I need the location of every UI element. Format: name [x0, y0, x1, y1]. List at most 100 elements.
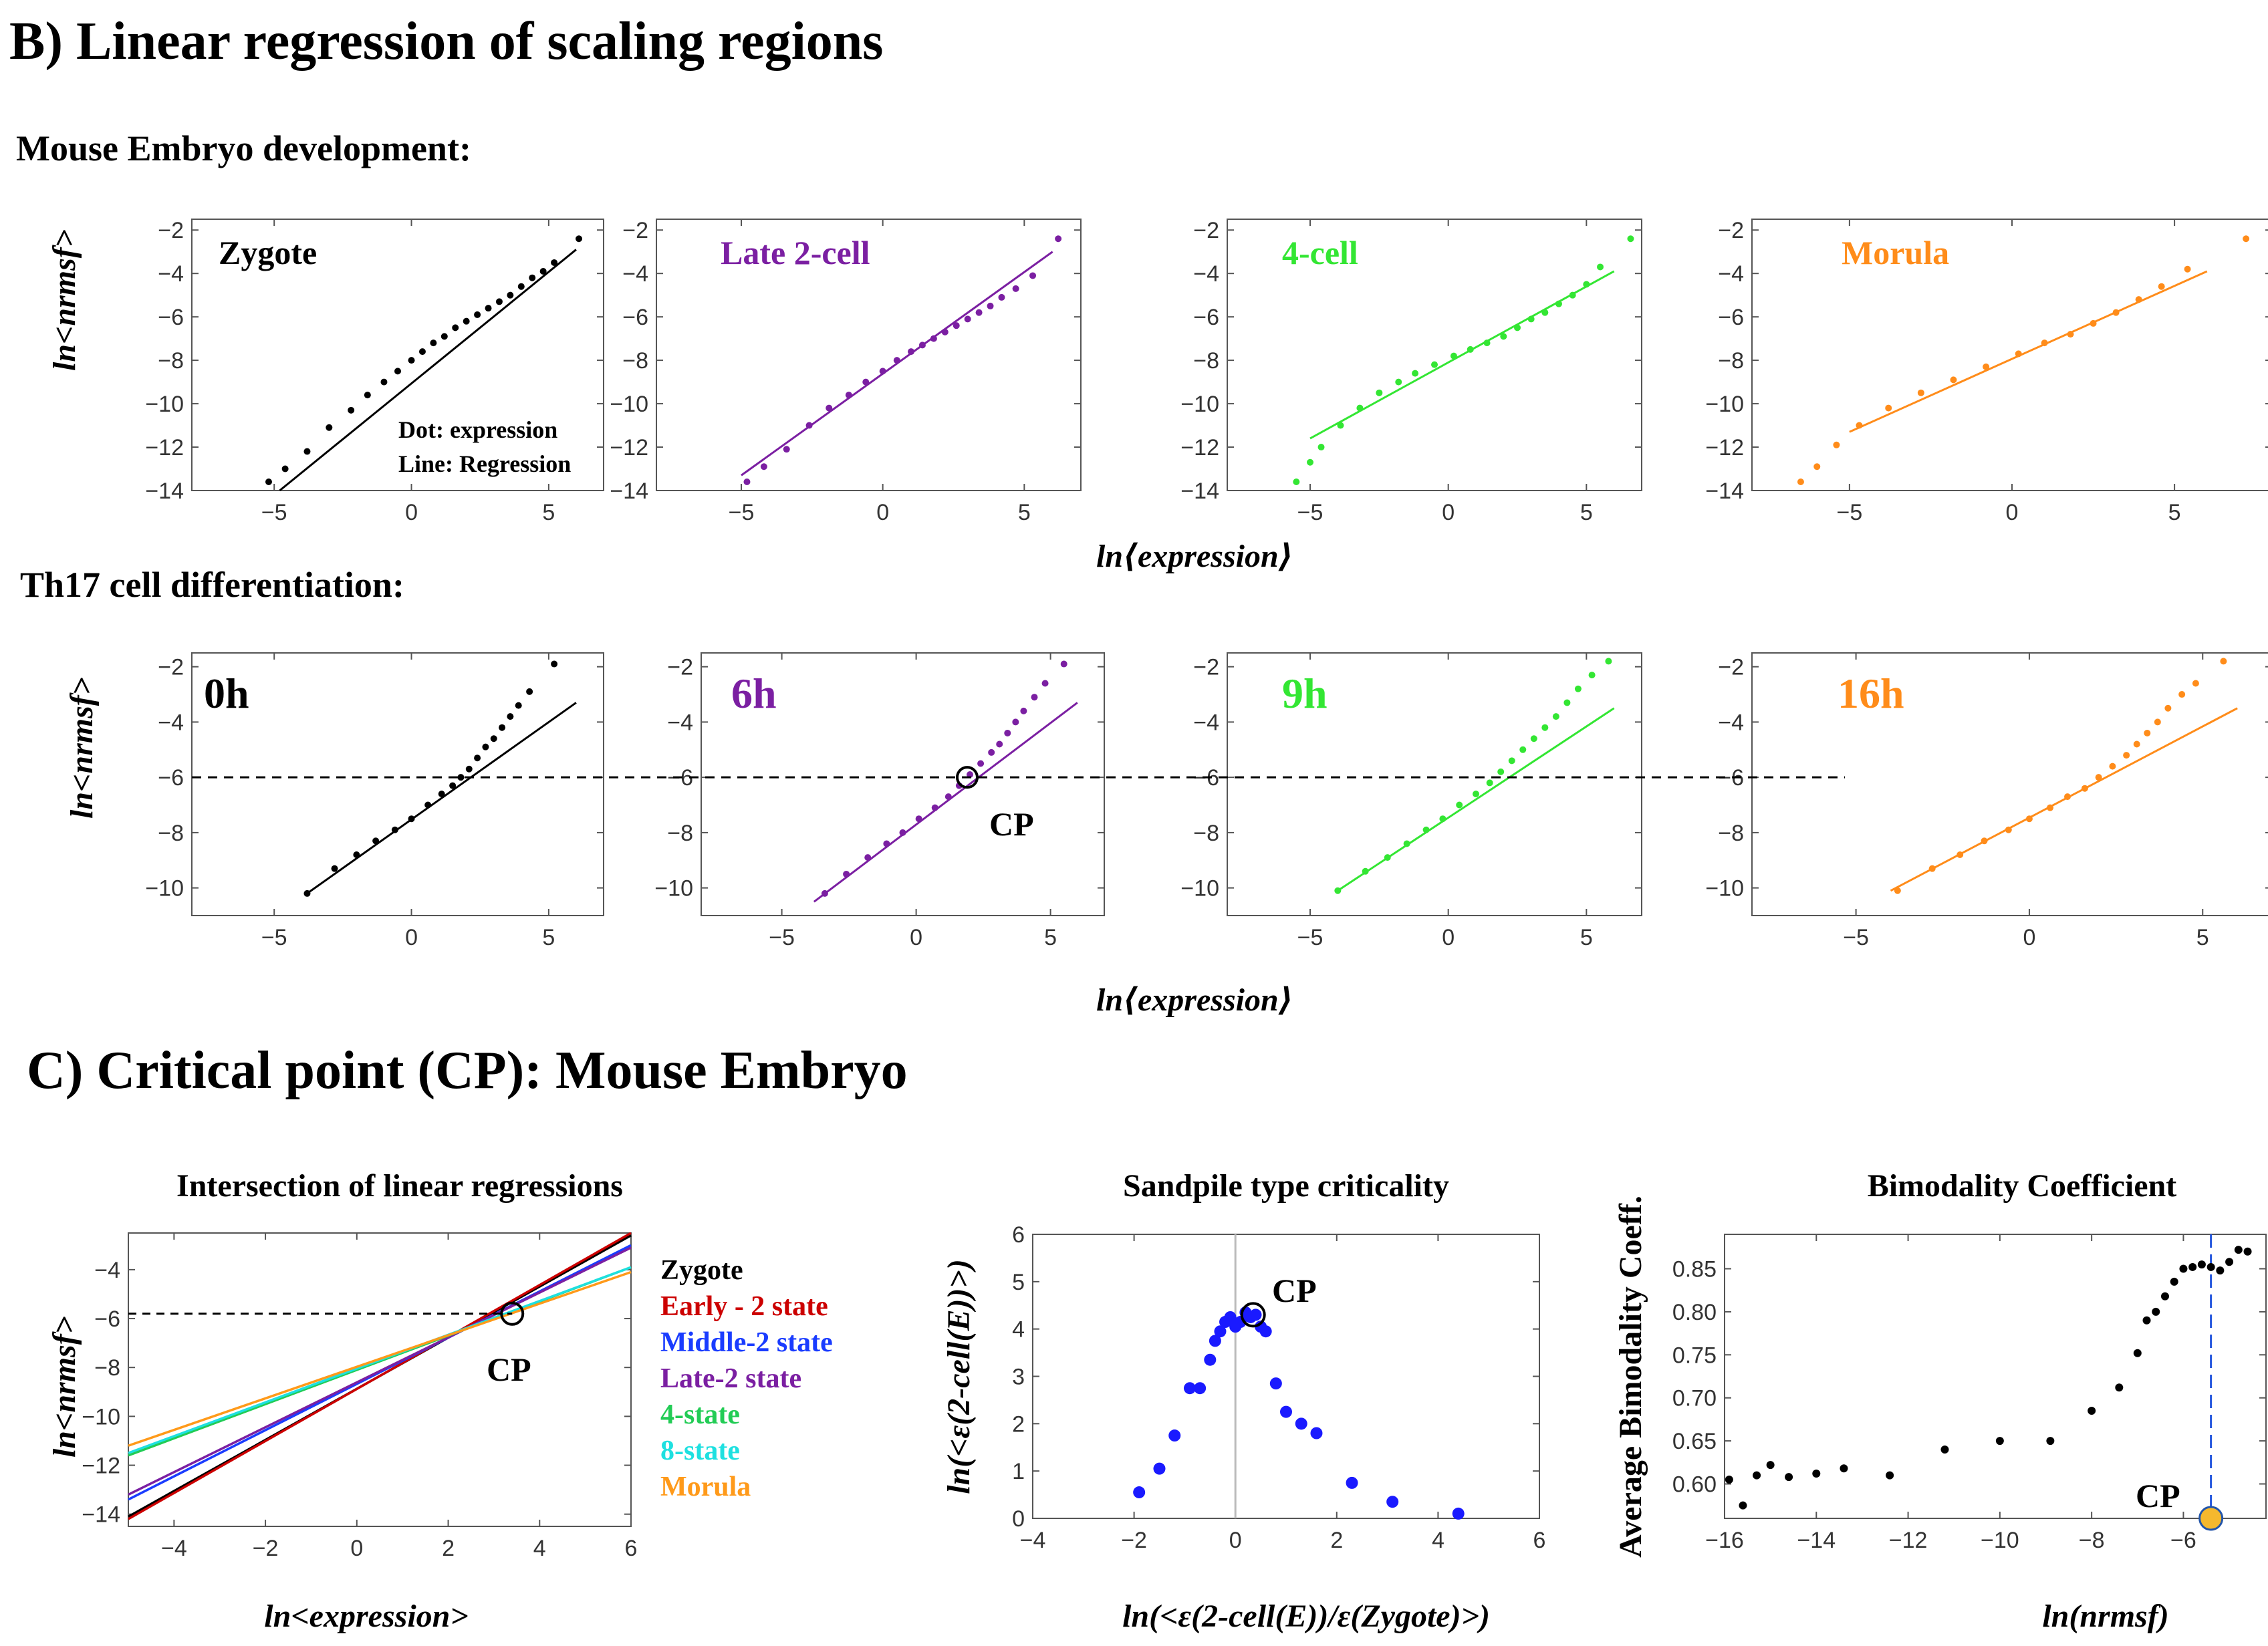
th17-0h-point: [515, 702, 522, 709]
th17-9h-point: [1362, 867, 1369, 875]
th17-0h-point: [551, 660, 558, 668]
mouse-zygote-point: [394, 368, 401, 375]
mouse-4cell-point: [1431, 361, 1438, 368]
mouse-late2-ytick-label: −2: [622, 218, 648, 243]
th17-16h-regression-line: [1890, 707, 2238, 892]
panel-bimodality: −16 −14 −12 −10 −8 −6 0.60 0.65 0.70 0.75 0.80 0.85…: [1613, 1168, 2267, 1634]
th17-0h-frame: [191, 652, 604, 916]
mouse-4cell-frame: [1227, 219, 1642, 491]
sandpile-point: [1194, 1382, 1207, 1395]
bimodality-point: [1995, 1437, 2004, 1446]
cp-marker-th17: [955, 766, 979, 789]
sandpile-point: [1209, 1335, 1221, 1347]
bimodality-ytick-label: 0.75: [1672, 1343, 1717, 1368]
sandpile-point: [1153, 1462, 1166, 1475]
mouse-morula-point: [2184, 265, 2191, 273]
mouse-late2-title: Late 2-cell: [721, 234, 870, 271]
mouse-zygote-regression-line: [279, 249, 577, 492]
mouse-zygote-point: [440, 333, 448, 340]
th17-9h-point: [1508, 757, 1515, 765]
mouse-morula-ytick-label: −8: [1718, 348, 1744, 374]
mouse-zygote-point: [265, 478, 272, 486]
mouse-zygote-point: [495, 298, 503, 305]
th17-9h-regression-line: [1337, 707, 1615, 892]
mouse-late2-point: [893, 357, 900, 364]
sandpile-point: [1452, 1507, 1465, 1520]
th17-16h-point: [1894, 887, 1901, 894]
mouse-late2-point: [1029, 272, 1037, 279]
th17-0h-point: [408, 815, 415, 823]
th17-0h-xtick-label: 0: [405, 925, 418, 950]
bimodality-point: [2188, 1262, 2197, 1271]
panel-mouse-morula: −5 0 5 −14 −12 −10 −8 −6 −4 −2 Morula: [1705, 218, 2268, 525]
th17-16h-point: [1981, 837, 1988, 845]
sandpile-xtick-label: 2: [1330, 1528, 1343, 1553]
th17-16h-title: 16h: [1838, 670, 1904, 717]
mouse-morula-point: [2067, 331, 2074, 338]
th17-9h-point: [1552, 713, 1559, 720]
mouse-morula-title: Morula: [1842, 234, 1949, 271]
bimodality-point: [1785, 1473, 1793, 1482]
mouse-4cell-point: [1412, 370, 1419, 377]
mouse-morula-point: [1813, 463, 1821, 470]
bimodality-point: [2197, 1260, 2206, 1269]
intersection-xtick-label: 0: [350, 1536, 363, 1561]
bimodality-point: [2152, 1307, 2160, 1316]
th17-16h-point: [2063, 793, 2071, 801]
mouse-late2-point: [930, 335, 937, 342]
intersection-ytick-label: −8: [94, 1355, 120, 1381]
mouse-late2-point: [879, 368, 886, 375]
bimodality-xtick-label: −10: [1981, 1528, 2019, 1553]
mouse-morula-point: [2243, 235, 2250, 243]
mouse-x-axis-label: ln⟨expression⟩: [1096, 539, 1293, 574]
th17-0h-point: [353, 851, 360, 858]
bimodality-xtick-label: −14: [1797, 1528, 1836, 1553]
mouse-late2-ytick-label: −6: [622, 305, 648, 330]
th17-6h-point: [1060, 660, 1067, 668]
th17-0h-xtick-label: 5: [542, 925, 555, 950]
intersection-ytick-label: −4: [94, 1258, 120, 1283]
mouse-late2-point: [862, 378, 870, 386]
th17-9h-frame: [1227, 652, 1642, 916]
sandpile-xtick-label: −4: [1020, 1528, 1046, 1553]
intersection-legend-item: Zygote: [660, 1255, 743, 1286]
bimodality-point: [2133, 1349, 2142, 1357]
mouse-4cell-point: [1597, 263, 1604, 271]
bimodality-point: [2216, 1266, 2225, 1275]
cp-label-bimodality: CP: [2136, 1477, 2180, 1514]
th17-y-axis-label: ln<nrmsf>: [64, 677, 100, 819]
note-line-regression: Line: Regression: [398, 450, 571, 477]
mouse-y-axis-label: ln<nrmsf>: [47, 229, 82, 371]
th17-6h-point: [864, 854, 872, 861]
th17-6h-frame: [701, 652, 1105, 916]
mouse-morula-regression-line: [1849, 270, 2208, 433]
sandpile-point: [1346, 1476, 1358, 1489]
mouse-morula-xtick-label: 0: [2006, 500, 2019, 525]
th17-16h-point: [2109, 763, 2116, 770]
mouse-4cell-point: [1293, 478, 1300, 486]
mouse-late2-point: [941, 328, 949, 335]
panel-mouse-late-2-cell: −5 0 5 −14 −12 −10 −8 −6 −4 −2 Late 2-cell: [610, 218, 1082, 525]
sandpile-y-label: ln(<ε(2-cell(E))>): [941, 1259, 977, 1494]
mouse-zygote-point: [364, 392, 371, 399]
th17-0h-point: [449, 782, 457, 789]
mouse-late2-point: [953, 322, 960, 329]
bimodality-point: [1840, 1464, 1848, 1473]
sandpile-ytick-label: 2: [1012, 1411, 1025, 1437]
bimodality-point: [2234, 1246, 2243, 1254]
mouse-zygote-xtick-label: 0: [405, 500, 418, 525]
mouse-zygote-point: [281, 465, 289, 472]
sandpile-ytick-label: 4: [1012, 1317, 1025, 1343]
mouse-late2-point: [908, 348, 914, 356]
th17-9h-title: 9h: [1282, 670, 1328, 717]
mouse-zygote-ytick-label: −10: [145, 392, 184, 417]
bimodality-point: [2170, 1277, 2178, 1286]
mouse-late2-point: [964, 315, 971, 323]
th17-0h-point: [465, 765, 473, 773]
mouse-4cell-point: [1500, 333, 1507, 340]
bimodality-point: [2179, 1264, 2188, 1273]
mouse-4cell-regression-line: [1309, 270, 1615, 440]
th17-9h-point: [1473, 790, 1479, 797]
mouse-zygote-xtick-label: 5: [542, 500, 555, 525]
mouse-morula-ytick-label: −2: [1718, 218, 1744, 243]
